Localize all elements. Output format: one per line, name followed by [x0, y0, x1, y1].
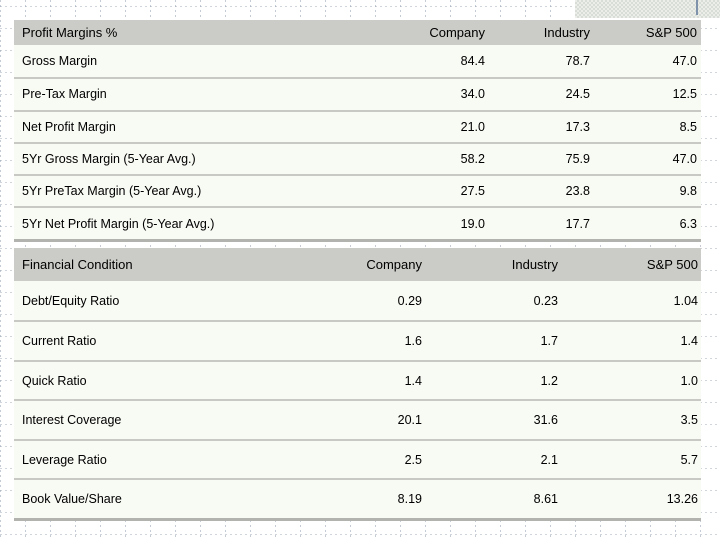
- table-row: Book Value/Share 8.19 8.61 13.26: [14, 478, 701, 518]
- cell-industry: 24.5: [565, 87, 590, 102]
- column-header-company: Company: [366, 256, 422, 272]
- row-label: Book Value/Share: [22, 492, 122, 507]
- cell-company: 84.4: [460, 54, 485, 69]
- cell-sp500: 3.5: [680, 413, 698, 428]
- row-label: Debt/Equity Ratio: [22, 293, 120, 308]
- table-title: Profit Margins %: [22, 25, 118, 40]
- row-label: Interest Coverage: [22, 413, 122, 428]
- cell-sp500: 1.0: [680, 373, 698, 388]
- cell-sp500: 47.0: [672, 54, 697, 69]
- cell-industry: 17.7: [565, 216, 590, 231]
- table-row: Current Ratio 1.6 1.7 1.4: [14, 320, 701, 360]
- cell-company: 27.5: [460, 184, 485, 199]
- cell-company: 8.19: [397, 492, 422, 507]
- cell-sp500: 6.3: [679, 216, 697, 231]
- row-label: Pre-Tax Margin: [22, 87, 107, 102]
- cell-company: 21.0: [460, 119, 485, 134]
- table-header: Profit Margins % Company Industry S&P 50…: [14, 20, 701, 45]
- column-header-sp500: S&P 500: [646, 256, 698, 272]
- top-right-dither-texture: [575, 0, 720, 18]
- table-row: Net Profit Margin 21.0 17.3 8.5: [14, 109, 701, 142]
- content-area: Profit Margins % Company Industry S&P 50…: [14, 0, 701, 521]
- cell-sp500: 8.5: [679, 119, 697, 134]
- profit-margins-table: Profit Margins % Company Industry S&P 50…: [14, 20, 701, 242]
- row-label: 5Yr PreTax Margin (5-Year Avg.): [22, 184, 202, 199]
- cell-company: 20.1: [397, 413, 422, 428]
- cell-company: 58.2: [460, 152, 485, 167]
- table-title: Financial Condition: [22, 256, 133, 272]
- cell-sp500: 47.0: [672, 152, 697, 167]
- column-header-industry: Industry: [511, 256, 558, 272]
- row-label: 5Yr Net Profit Margin (5-Year Avg.): [22, 216, 215, 231]
- cell-industry: 1.7: [540, 334, 558, 349]
- financial-condition-table: Financial Condition Company Industry S&P…: [14, 247, 701, 521]
- table-row: Leverage Ratio 2.5 2.1 5.7: [14, 438, 701, 479]
- cell-company: 1.6: [404, 334, 422, 349]
- column-header-industry: Industry: [543, 25, 590, 40]
- cell-sp500: 9.8: [679, 184, 697, 199]
- cell-company: 19.0: [460, 216, 485, 231]
- cell-industry: 1.2: [540, 373, 558, 388]
- table-row: 5Yr PreTax Margin (5-Year Avg.) 27.5 23.…: [14, 174, 701, 207]
- cell-sp500: 1.4: [680, 334, 698, 349]
- table-header: Financial Condition Company Industry S&P…: [14, 247, 701, 281]
- cell-company: 0.29: [397, 293, 422, 308]
- cell-sp500: 13.26: [666, 492, 698, 507]
- row-label: 5Yr Gross Margin (5-Year Avg.): [22, 152, 196, 167]
- cell-industry: 0.23: [533, 293, 558, 308]
- table-row: Quick Ratio 1.4 1.2 1.0: [14, 359, 701, 400]
- cell-company: 34.0: [460, 87, 485, 102]
- column-header-company: Company: [429, 25, 485, 40]
- row-label: Net Profit Margin: [22, 119, 116, 134]
- cell-company: 1.4: [404, 373, 422, 388]
- cell-company: 2.5: [404, 452, 422, 467]
- cell-industry: 78.7: [565, 54, 590, 69]
- row-label: Current Ratio: [22, 334, 97, 349]
- table-row: Debt/Equity Ratio 0.29 0.23 1.04: [14, 280, 701, 321]
- cell-industry: 8.61: [533, 492, 558, 507]
- accent-line: [696, 0, 698, 15]
- table-row: Gross Margin 84.4 78.7 47.0: [14, 45, 701, 78]
- column-header-sp500: S&P 500: [645, 25, 697, 40]
- cell-industry: 2.1: [540, 452, 558, 467]
- cell-sp500: 5.7: [680, 452, 698, 467]
- row-label: Gross Margin: [22, 54, 98, 69]
- cell-sp500: 12.5: [672, 87, 697, 102]
- row-label: Leverage Ratio: [22, 452, 107, 467]
- table-row: Interest Coverage 20.1 31.6 3.5: [14, 399, 701, 439]
- table-row: 5Yr Net Profit Margin (5-Year Avg.) 19.0…: [14, 206, 701, 239]
- cell-industry: 23.8: [565, 184, 590, 199]
- row-label: Quick Ratio: [22, 373, 87, 388]
- cell-industry: 75.9: [565, 152, 590, 167]
- table-row: Pre-Tax Margin 34.0 24.5 12.5: [14, 77, 701, 110]
- table-row: 5Yr Gross Margin (5-Year Avg.) 58.2 75.9…: [14, 141, 701, 175]
- cell-sp500: 1.04: [673, 293, 698, 308]
- cell-industry: 31.6: [533, 413, 558, 428]
- cell-industry: 17.3: [565, 119, 590, 134]
